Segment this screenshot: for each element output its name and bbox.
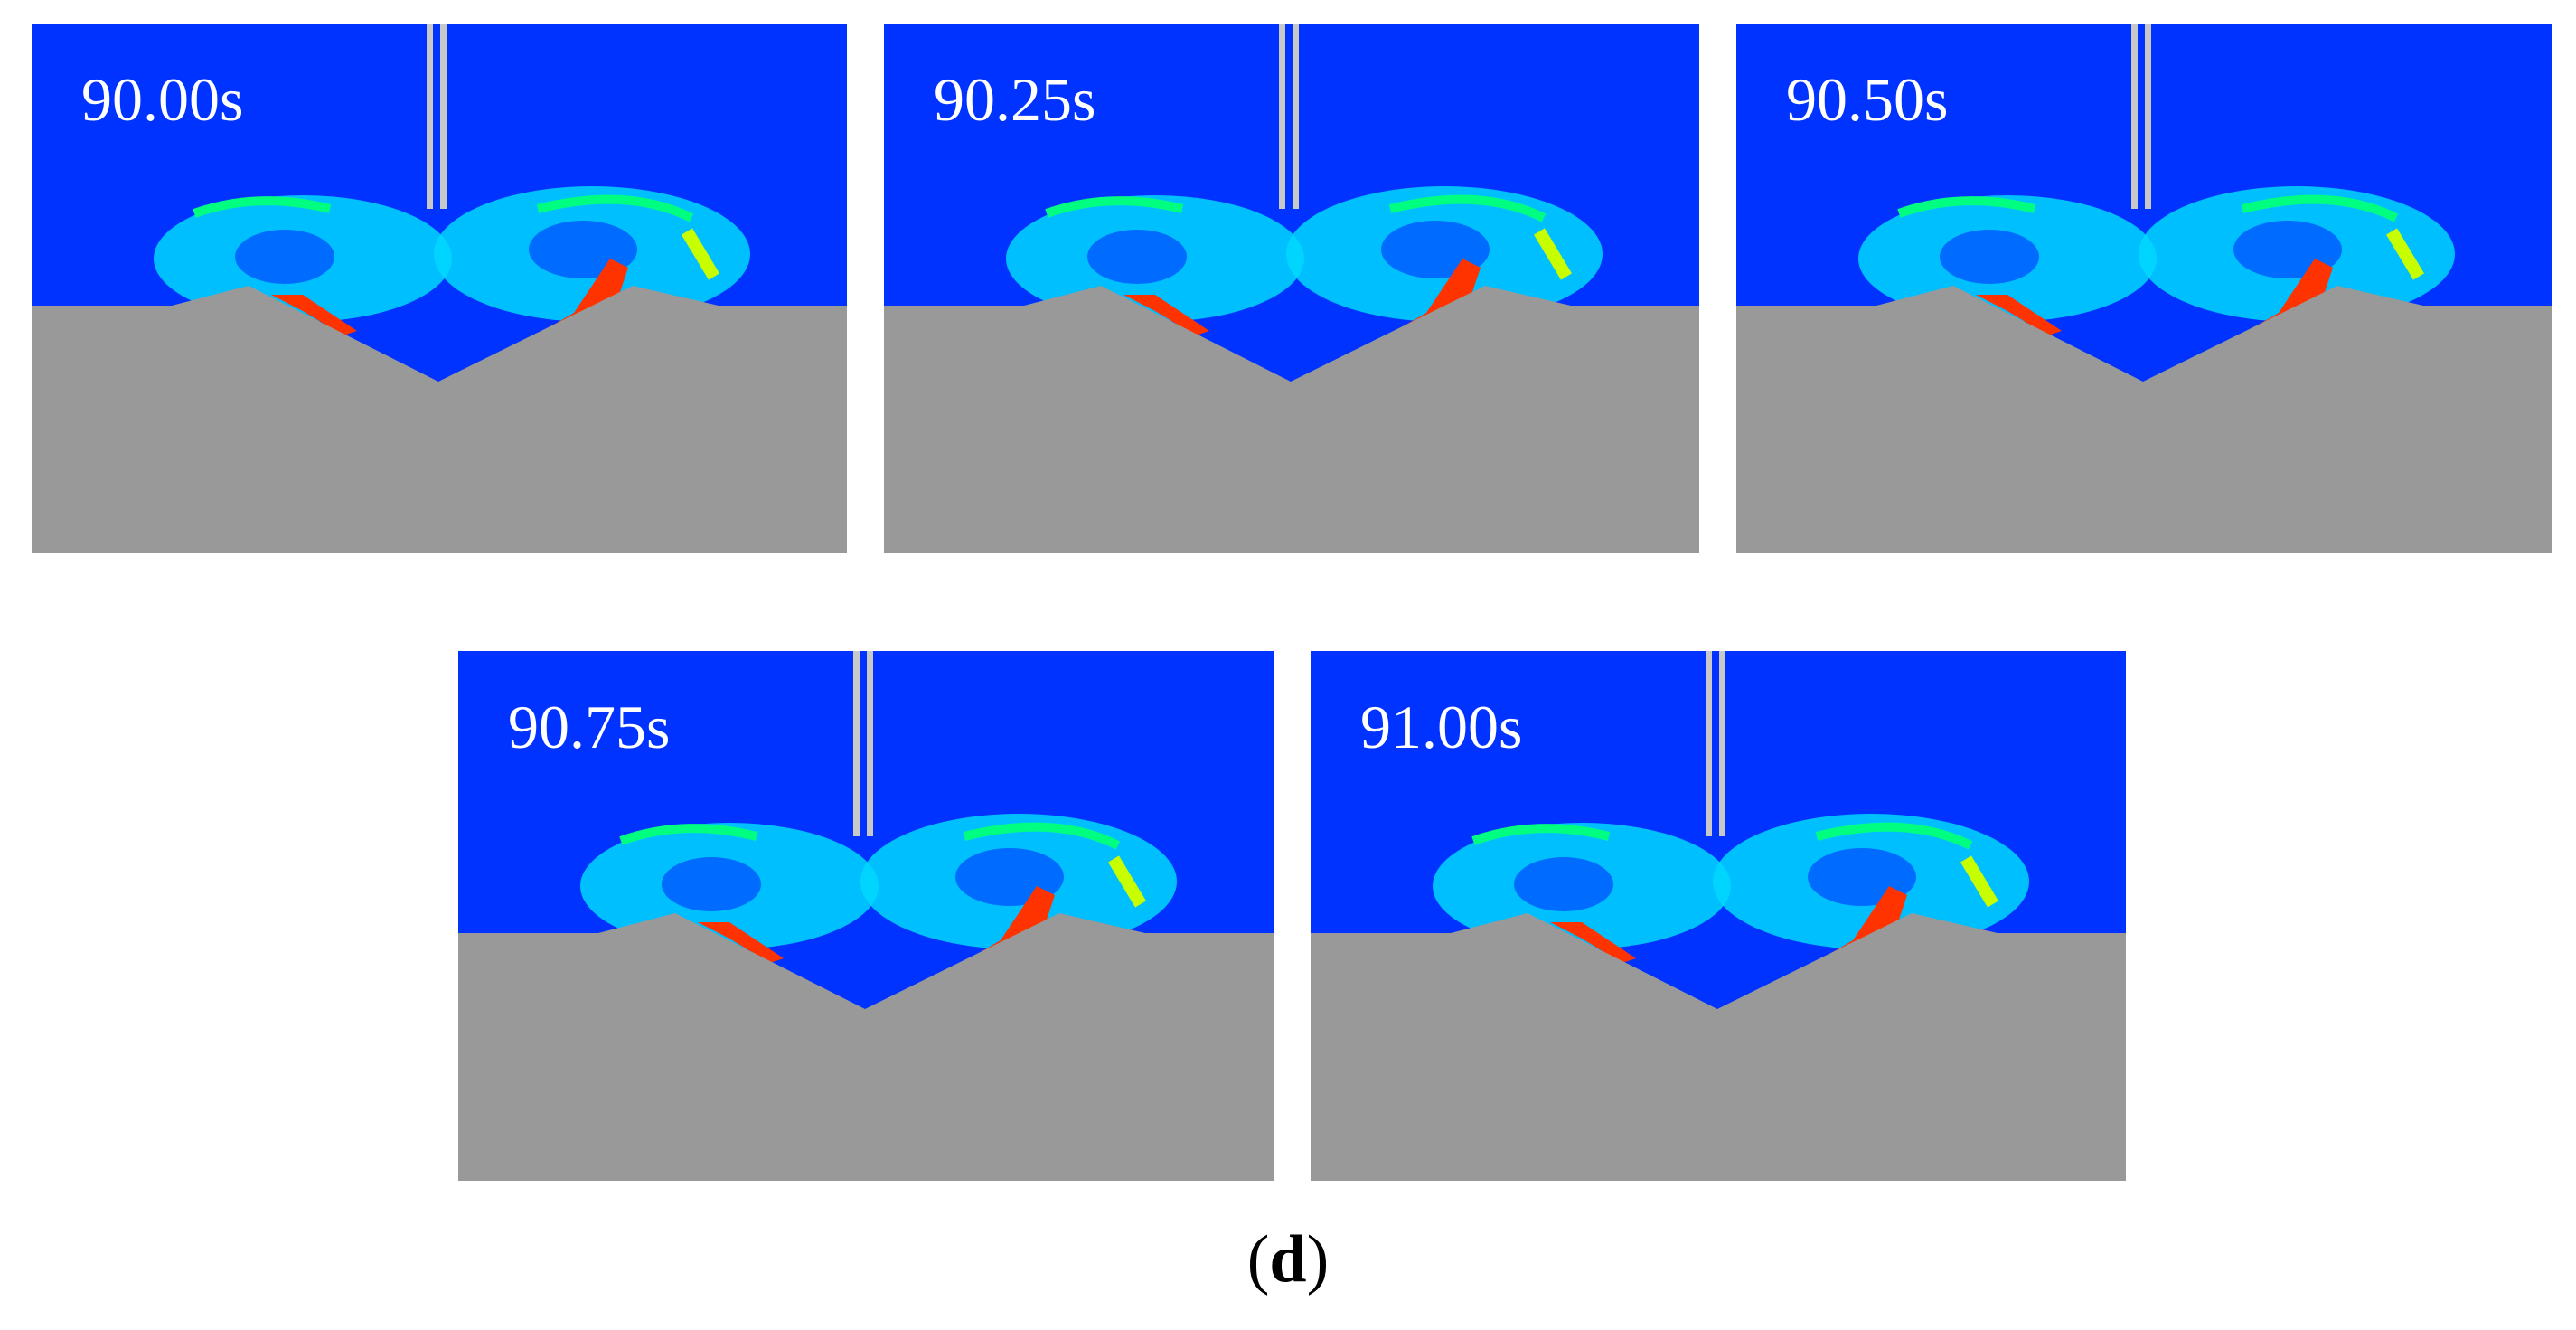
- terrain-surface: [32, 286, 847, 553]
- nozzle-pipe-right: [2145, 24, 2151, 209]
- flow-field-image: [458, 651, 1274, 1181]
- simulation-frame-3: 90.50s: [1736, 24, 2552, 553]
- vortex-right: [2139, 186, 2455, 349]
- flow-field-image: [32, 24, 847, 553]
- vortex-band-outer: [1533, 228, 1573, 280]
- vortex-left: [1858, 195, 2157, 335]
- high-concentration-streak: [2224, 259, 2333, 349]
- vortex-left: [154, 195, 452, 335]
- vortex-left: [580, 823, 879, 963]
- vortex-band: [1471, 824, 1611, 845]
- nozzle-pipe-right: [1293, 24, 1299, 209]
- vortex-band-outer: [1960, 855, 1999, 908]
- terrain-surface: [458, 913, 1274, 1181]
- time-label: 90.00s: [81, 65, 244, 134]
- simulation-frame-4: 90.75s: [458, 651, 1274, 1181]
- vortex-right: [434, 186, 750, 349]
- vortex-band: [193, 196, 332, 218]
- terrain-surface: [884, 286, 1699, 553]
- vortex-core: [1087, 230, 1187, 284]
- vortex-right: [1286, 186, 1603, 349]
- caption-close: ): [1306, 1222, 1330, 1297]
- terrain-surface: [1311, 913, 2126, 1181]
- nozzle-pipe-left: [427, 24, 433, 209]
- simulation-frame-5: 91.00s: [1311, 651, 2126, 1181]
- vortex-band: [1388, 194, 1547, 222]
- high-concentration-streak: [520, 259, 628, 349]
- vortex-right: [860, 814, 1177, 976]
- high-concentration-streak: [1372, 259, 1481, 349]
- high-concentration-streak: [1123, 295, 1209, 335]
- vortex-band-outer: [1107, 855, 1147, 908]
- vortex-band-outer: [681, 228, 720, 280]
- vortex-core: [662, 857, 761, 911]
- flow-field-image: [1311, 651, 2126, 1181]
- flow-field-image: [884, 24, 1699, 553]
- vortex-left: [1006, 195, 1304, 335]
- vortex-band: [2241, 194, 2399, 222]
- nozzle-pipe-right: [867, 651, 873, 836]
- high-concentration-streak: [946, 886, 1055, 976]
- nozzle-pipe-left: [853, 651, 860, 836]
- high-concentration-streak: [1550, 922, 1636, 963]
- high-concentration-streak: [1976, 295, 2062, 335]
- time-label: 90.25s: [934, 65, 1096, 134]
- terrain-surface: [1736, 286, 2552, 553]
- vortex-core: [1940, 230, 2039, 284]
- vortex-band: [963, 822, 1121, 850]
- nozzle-pipe-right: [440, 24, 447, 209]
- vortex-left: [1433, 823, 1731, 963]
- vortex-band: [619, 824, 758, 845]
- nozzle-pipe-right: [1719, 651, 1725, 836]
- time-label: 90.75s: [508, 693, 671, 761]
- vortex-band: [1897, 196, 2036, 218]
- high-concentration-streak: [271, 295, 357, 335]
- nozzle-pipe-left: [2131, 24, 2138, 209]
- high-concentration-streak: [698, 922, 784, 963]
- vortex-core: [235, 230, 334, 284]
- nozzle-pipe-left: [1279, 24, 1285, 209]
- vortex-band: [1815, 822, 1973, 850]
- simulation-frame-2: 90.25s: [884, 24, 1699, 553]
- vortex-core: [1514, 857, 1613, 911]
- caption-letter: d: [1269, 1222, 1307, 1297]
- vortex-band-outer: [2385, 228, 2425, 280]
- flow-field-image: [1736, 24, 2552, 553]
- simulation-frame-1: 90.00s: [32, 24, 847, 553]
- vortex-band: [1045, 196, 1184, 218]
- time-label: 91.00s: [1360, 693, 1523, 761]
- vortex-right: [1713, 814, 2029, 976]
- caption-open: (: [1246, 1222, 1270, 1297]
- high-concentration-streak: [1799, 886, 1907, 976]
- vortex-band: [536, 194, 694, 222]
- nozzle-pipe-left: [1706, 651, 1712, 836]
- time-label: 90.50s: [1786, 65, 1949, 134]
- figure-caption: (d): [0, 1226, 2576, 1293]
